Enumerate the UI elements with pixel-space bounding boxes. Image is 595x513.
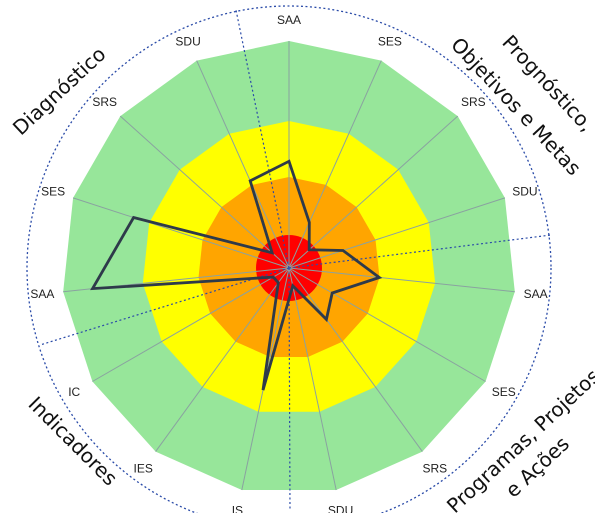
axis-label-3: SDU: [512, 184, 537, 198]
data-polygon: [90, 159, 383, 391]
spoke-9: [155, 267, 290, 452]
spoke-3: [288, 197, 506, 269]
spoke-2: [288, 115, 459, 269]
divider-top: [235, 9, 290, 269]
sector-title-indicadores: Indicadores: [24, 392, 123, 491]
spoke-4: [288, 267, 515, 293]
spoke-12: [72, 197, 290, 269]
axis-label-14: SDU: [175, 34, 200, 48]
axis-label-1: SES: [378, 34, 402, 48]
sector-title-diagnostico: Diagnóstico: [8, 42, 111, 140]
spoke-13: [119, 115, 290, 269]
spoke-7: [288, 267, 337, 491]
axis-label-0: SAA: [277, 13, 301, 27]
spoke-6: [288, 267, 423, 452]
spoke-1: [288, 60, 382, 269]
axis-label-13: SRS: [92, 95, 117, 109]
axis-label-10: IC: [68, 385, 80, 399]
axis-label-8: IS: [232, 504, 243, 513]
spoke-10: [92, 267, 290, 382]
divider-right: [288, 234, 552, 269]
axis-label-9: IES: [134, 462, 153, 476]
outer-dashed-boundary: [26, 5, 552, 513]
sector-dividers: [39, 9, 552, 512]
axis-labels: SAA SES SRS SDU SAA SES SRS SDU IS IES IC SAA SES SRS…: [30, 13, 547, 513]
axis-label-6: SRS: [422, 462, 447, 476]
axis-spokes: [63, 41, 515, 491]
spoke-5: [288, 267, 486, 382]
axis-label-7: SDU: [328, 504, 353, 513]
axis-label-4: SAA: [524, 287, 548, 301]
divider-left: [39, 267, 290, 346]
axis-label-12: SES: [41, 184, 65, 198]
axis-label-2: SRS: [461, 95, 486, 109]
axis-label-5: SES: [492, 385, 516, 399]
divider-bottom: [288, 267, 291, 512]
axis-label-11: SAA: [30, 287, 54, 301]
spoke-14: [196, 60, 290, 269]
